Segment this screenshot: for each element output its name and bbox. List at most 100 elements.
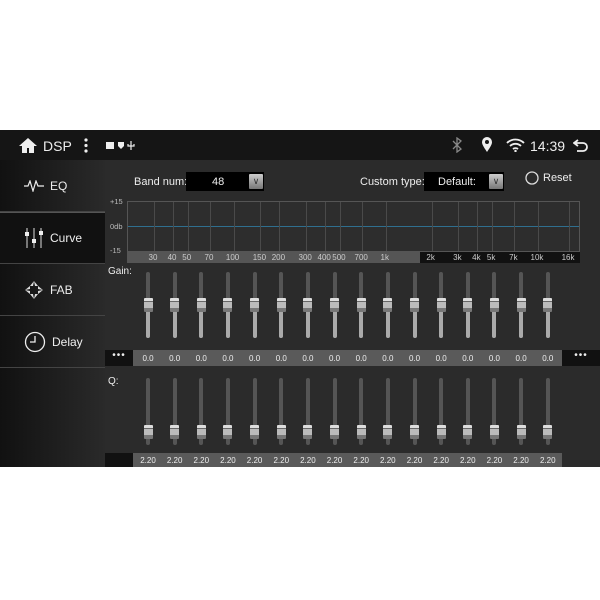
q-slider-track[interactable] xyxy=(519,378,524,445)
gain-slider-fill xyxy=(199,305,204,338)
sidebar-item-curve[interactable]: Curve xyxy=(0,212,105,264)
gain-slider-handle[interactable] xyxy=(543,298,553,312)
home-icon[interactable] xyxy=(18,137,38,154)
q-slider-handle[interactable] xyxy=(410,424,419,439)
q-slider-track[interactable] xyxy=(172,378,177,445)
gain-slider-fill xyxy=(519,305,524,338)
fader-balance-icon xyxy=(25,280,43,299)
q-slider-handle[interactable] xyxy=(143,424,153,439)
gain-value: 0.0 xyxy=(435,354,447,363)
q-value: 2.20 xyxy=(273,456,290,465)
q-slider-track[interactable] xyxy=(199,378,204,445)
grid-line xyxy=(233,202,235,251)
freq-tick-label: 700 xyxy=(354,253,368,262)
back-icon[interactable] xyxy=(573,138,589,152)
eq-curve-graph[interactable] xyxy=(127,201,580,252)
gain-slider-fill xyxy=(332,305,337,338)
sidebar-item-delay[interactable]: Delay xyxy=(0,316,105,368)
freq-tick-label: 2k xyxy=(426,253,435,262)
q-slider-track[interactable] xyxy=(492,378,497,445)
band-num-label: Band num: xyxy=(134,176,188,188)
gain-value: 0.0 xyxy=(222,354,234,363)
grid-line xyxy=(325,202,327,251)
q-slider-track[interactable] xyxy=(385,378,390,445)
grid-line xyxy=(260,202,262,251)
q-slider-handle[interactable] xyxy=(170,424,180,439)
q-slider-handle[interactable] xyxy=(356,424,366,439)
q-slider-track[interactable] xyxy=(225,378,230,445)
q-slider-handle[interactable] xyxy=(543,424,553,439)
freq-tick-label: 7k xyxy=(509,253,518,262)
chevron-down-icon[interactable]: ∨ xyxy=(249,174,263,189)
scroll-right-button[interactable]: ••• xyxy=(562,350,600,366)
gain-slider-handle[interactable] xyxy=(410,298,419,312)
q-slider-track[interactable] xyxy=(305,378,310,445)
gain-value: 0.0 xyxy=(515,354,527,363)
q-slider-track[interactable] xyxy=(146,378,150,445)
gain-slider-fill xyxy=(492,305,497,338)
gain-slider-handle[interactable] xyxy=(356,298,366,312)
q-slider-handle[interactable] xyxy=(303,424,313,439)
q-slider-handle[interactable] xyxy=(383,424,393,439)
gain-slider-handle[interactable] xyxy=(170,298,180,312)
gain-slider-handle[interactable] xyxy=(516,298,526,312)
q-slider-track[interactable] xyxy=(279,378,284,445)
sidebar-item-fab[interactable]: FAB xyxy=(0,264,105,316)
gain-slider-handle[interactable] xyxy=(276,298,286,312)
q-slider-track[interactable] xyxy=(439,378,444,445)
sidebar-item-eq[interactable]: EQ xyxy=(0,160,105,212)
q-left-pad xyxy=(105,453,133,467)
gain-slider-handle[interactable] xyxy=(463,298,473,312)
bluetooth-icon xyxy=(452,137,462,153)
gain-slider-fill xyxy=(412,305,417,338)
reset-button[interactable]: Reset xyxy=(525,171,572,185)
q-slider-handle[interactable] xyxy=(436,424,446,439)
gain-slider-handle[interactable] xyxy=(303,298,313,312)
freq-tick-label: 30 xyxy=(148,253,158,262)
grid-line xyxy=(537,202,539,251)
chevron-down-icon[interactable]: ∨ xyxy=(489,174,503,189)
band-num-value: 48 xyxy=(212,175,225,188)
q-values-bar xyxy=(133,453,562,467)
band-num-select[interactable]: 48 xyxy=(186,172,264,191)
gain-value: 0.0 xyxy=(408,354,421,363)
y-label-mid: 0db xyxy=(110,222,123,231)
q-slider-handle[interactable] xyxy=(196,424,206,439)
q-slider-handle[interactable] xyxy=(276,424,286,439)
gain-slider-handle[interactable] xyxy=(330,298,340,312)
gain-slider-handle[interactable] xyxy=(383,298,393,312)
gain-slider-handle[interactable] xyxy=(143,298,153,312)
gain-slider-handle[interactable] xyxy=(489,298,499,312)
gain-slider-handle[interactable] xyxy=(436,298,446,312)
gain-value: 0.0 xyxy=(142,354,154,363)
q-slider-handle[interactable] xyxy=(516,424,526,439)
q-slider-handle[interactable] xyxy=(330,424,340,439)
grid-line xyxy=(514,202,516,251)
gain-value: 0.0 xyxy=(488,354,500,363)
app-title: DSP xyxy=(43,138,72,154)
gain-slider-handle[interactable] xyxy=(223,298,233,312)
q-slider-track[interactable] xyxy=(412,378,417,445)
q-slider-handle[interactable] xyxy=(463,424,473,439)
freq-tick-label: 150 xyxy=(252,253,267,262)
q-slider-track[interactable] xyxy=(332,378,337,445)
custom-type-select[interactable]: Default: xyxy=(424,172,504,191)
gain-slider-fill xyxy=(146,305,150,338)
sidebar-item-label: Delay xyxy=(52,334,83,349)
q-slider-handle[interactable] xyxy=(250,424,260,439)
q-slider-handle[interactable] xyxy=(223,424,233,439)
gain-value: 0.0 xyxy=(275,354,287,363)
gain-value: 0.0 xyxy=(382,354,394,363)
scroll-left-button[interactable]: ••• xyxy=(105,350,133,366)
more-vert-icon[interactable] xyxy=(83,138,89,153)
q-slider-track[interactable] xyxy=(465,378,470,445)
gain-slider-handle[interactable] xyxy=(250,298,260,312)
q-slider-track[interactable] xyxy=(359,378,364,445)
q-slider-track[interactable] xyxy=(545,378,550,445)
freq-tick-label: 1k xyxy=(380,253,390,262)
q-slider-track[interactable] xyxy=(252,378,257,445)
q-slider-handle[interactable] xyxy=(489,424,499,439)
gain-slider-handle[interactable] xyxy=(196,298,206,312)
freq-tick-label: 3k xyxy=(453,253,462,262)
more-dots: ••• xyxy=(112,350,126,361)
